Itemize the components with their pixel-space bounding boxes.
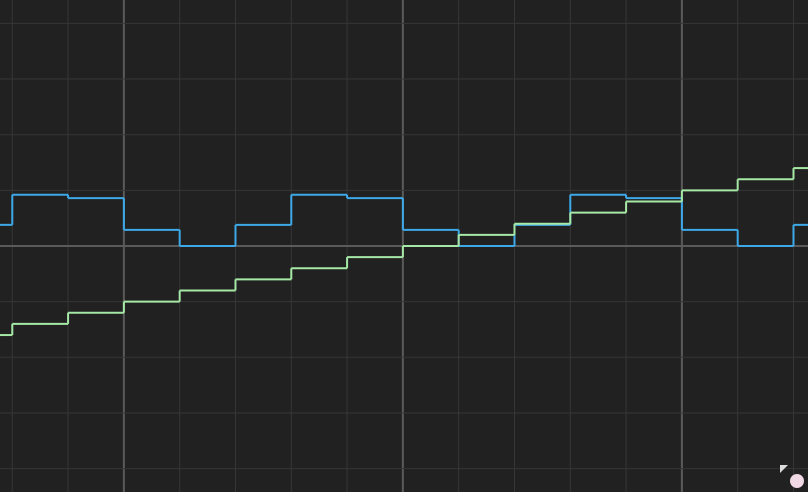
resize-handle (780, 465, 788, 473)
corner-icon (780, 465, 804, 488)
avatar (790, 474, 804, 488)
curve-riser (11, 168, 795, 336)
